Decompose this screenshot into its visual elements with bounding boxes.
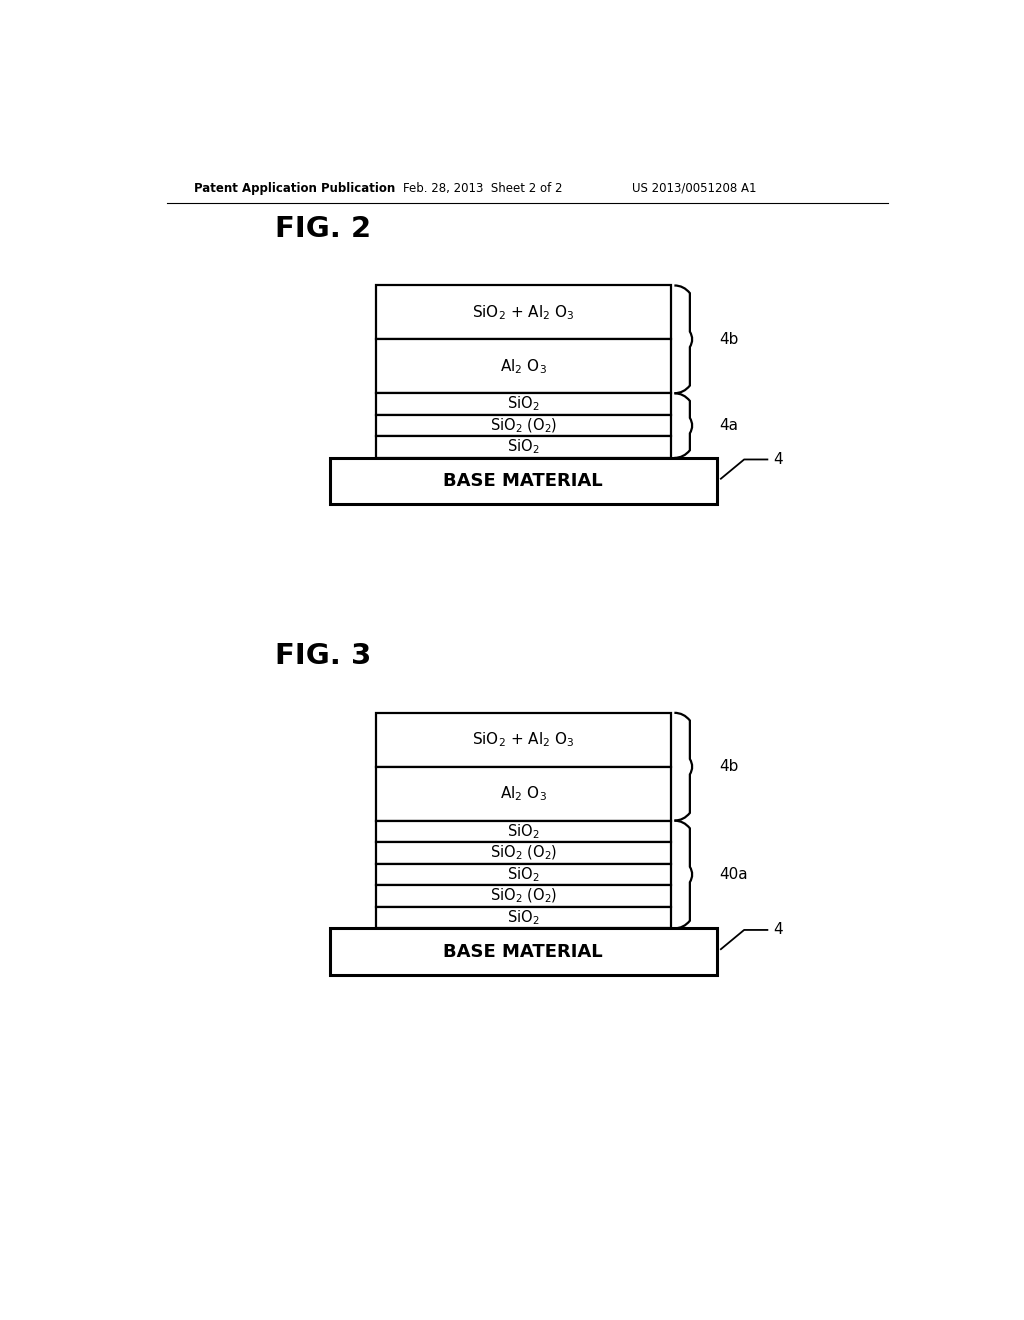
Text: SiO$_2$: SiO$_2$ [507, 865, 540, 884]
Text: 4a: 4a [719, 418, 738, 433]
Bar [330, 928, 717, 974]
Bar [376, 767, 671, 821]
Text: Al$_2$ O$_3$: Al$_2$ O$_3$ [500, 784, 547, 803]
Text: US 2013/0051208 A1: US 2013/0051208 A1 [632, 182, 757, 194]
Bar [376, 285, 671, 339]
Bar [376, 713, 671, 767]
Text: SiO$_2$ (O$_2$): SiO$_2$ (O$_2$) [489, 416, 557, 434]
Text: SiO$_2$: SiO$_2$ [507, 908, 540, 927]
Text: SiO$_2$ (O$_2$): SiO$_2$ (O$_2$) [489, 887, 557, 906]
Bar [376, 842, 671, 863]
Text: FIG. 3: FIG. 3 [275, 643, 372, 671]
Text: Patent Application Publication: Patent Application Publication [194, 182, 395, 194]
Text: 4b: 4b [719, 759, 738, 775]
Bar [376, 437, 671, 458]
Text: 4b: 4b [719, 331, 738, 347]
Bar [376, 414, 671, 437]
Text: Feb. 28, 2013  Sheet 2 of 2: Feb. 28, 2013 Sheet 2 of 2 [403, 182, 562, 194]
Bar [376, 339, 671, 393]
Text: 4: 4 [773, 923, 782, 937]
Text: BASE MATERIAL: BASE MATERIAL [443, 942, 603, 961]
Bar [376, 821, 671, 842]
Text: 40a: 40a [719, 867, 748, 882]
Text: SiO$_2$ + Al$_2$ O$_3$: SiO$_2$ + Al$_2$ O$_3$ [472, 304, 574, 322]
Bar [376, 393, 671, 414]
Text: 4: 4 [773, 451, 782, 467]
Text: SiO$_2$: SiO$_2$ [507, 822, 540, 841]
Text: SiO$_2$ + Al$_2$ O$_3$: SiO$_2$ + Al$_2$ O$_3$ [472, 730, 574, 750]
Bar [376, 886, 671, 907]
Text: BASE MATERIAL: BASE MATERIAL [443, 473, 603, 490]
Bar [376, 907, 671, 928]
Text: Al$_2$ O$_3$: Al$_2$ O$_3$ [500, 356, 547, 376]
Bar [376, 863, 671, 886]
Text: SiO$_2$: SiO$_2$ [507, 395, 540, 413]
Bar [330, 458, 717, 504]
Text: FIG. 2: FIG. 2 [275, 215, 372, 243]
Text: SiO$_2$: SiO$_2$ [507, 438, 540, 457]
Text: SiO$_2$ (O$_2$): SiO$_2$ (O$_2$) [489, 843, 557, 862]
